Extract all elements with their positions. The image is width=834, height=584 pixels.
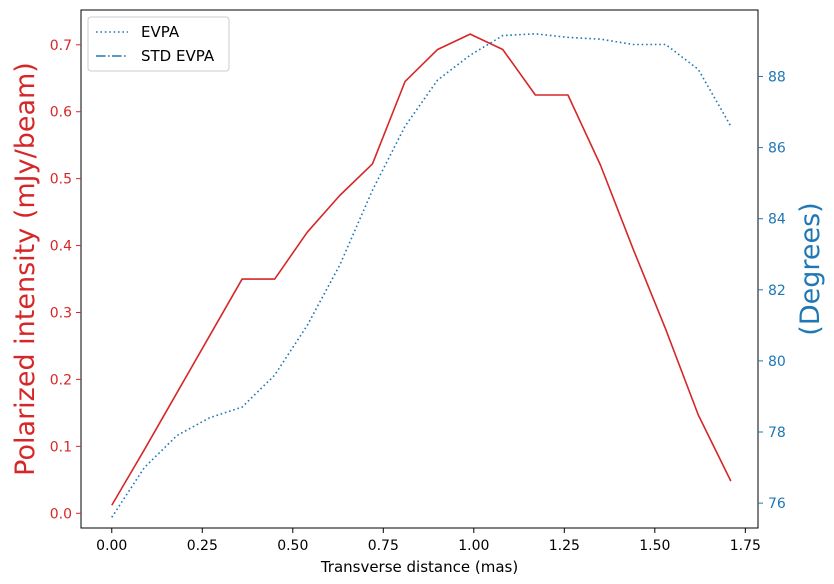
right-y-axis-ticks: 76 78 80 82 84 86 88: [758, 69, 786, 512]
left-y-axis-label: Polarized intensity (mJy/beam): [10, 62, 41, 476]
x-axis-ticks: 0.00 0.25 0.50 0.75 1.00 1.25 1.50 1.75: [96, 528, 761, 554]
left-y-tick-label: 0.3: [50, 306, 72, 322]
x-axis-label: Transverse distance (mas): [320, 558, 518, 576]
right-y-axis-label: (Degrees): [795, 202, 826, 335]
series-layer: [111, 33, 732, 518]
left-y-tick-label: 0.1: [50, 439, 72, 455]
x-tick-label: 1.25: [549, 538, 580, 554]
evpa-line: [111, 33, 732, 518]
legend: EVPA STD EVPA: [87, 16, 230, 72]
x-tick-label: 0.25: [187, 538, 218, 554]
left-y-tick-label: 0.2: [50, 372, 72, 388]
x-tick-label: 1.50: [639, 538, 670, 554]
left-y-axis-ticks: 0.0 0.1 0.2 0.3 0.4 0.5 0.6 0.7: [50, 38, 81, 522]
right-y-tick-label: 86: [768, 141, 786, 157]
polarized-intensity-line: [111, 33, 732, 506]
right-y-tick-label: 78: [768, 425, 786, 441]
plot-frame: [80, 9, 759, 529]
left-y-tick-label: 0.0: [50, 506, 72, 522]
legend-evpa-label: EVPA: [141, 23, 180, 41]
x-tick-label: 1.75: [730, 538, 761, 554]
legend-frame: [87, 16, 230, 72]
x-tick-label: 0.75: [368, 538, 399, 554]
x-tick-label: 1.00: [458, 538, 489, 554]
x-tick-label: 0.00: [96, 538, 127, 554]
legend-std-evpa-label: STD EVPA: [141, 47, 215, 65]
right-y-tick-label: 88: [768, 69, 786, 85]
x-tick-label: 0.50: [277, 538, 308, 554]
left-y-tick-label: 0.5: [50, 172, 72, 188]
right-y-tick-label: 84: [768, 212, 786, 228]
right-y-tick-label: 76: [768, 496, 786, 512]
right-y-tick-label: 80: [768, 354, 786, 370]
left-y-tick-label: 0.6: [50, 105, 72, 121]
right-y-tick-label: 82: [768, 283, 786, 299]
left-y-tick-label: 0.7: [50, 38, 72, 54]
left-y-tick-label: 0.4: [50, 239, 72, 255]
